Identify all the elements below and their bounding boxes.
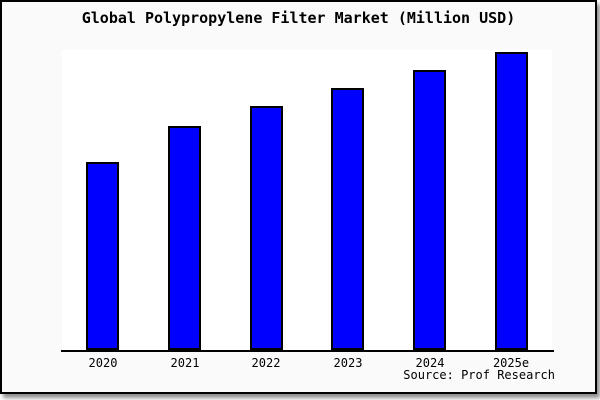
bar-2025e [495,52,528,350]
source-note: Source: Prof Research [403,368,555,382]
bar-2024 [413,70,446,350]
x-tick-label-2025e: 2025e [492,356,530,370]
x-axis-line [61,350,554,352]
bar-2021 [168,126,201,350]
x-tick-label-2022: 2022 [251,356,281,370]
x-tick-label-2023: 2023 [333,356,363,370]
chart-title: Global Polypropylene Filter Market (Mill… [81,9,516,27]
x-tick-label-2021: 2021 [170,356,200,370]
x-tick-label-2024: 2024 [415,356,445,370]
plot-area [62,50,552,350]
x-tick-label-2020: 2020 [88,356,118,370]
bar-2020 [86,162,119,350]
bar-2022 [250,106,283,350]
bar-2023 [331,88,364,350]
